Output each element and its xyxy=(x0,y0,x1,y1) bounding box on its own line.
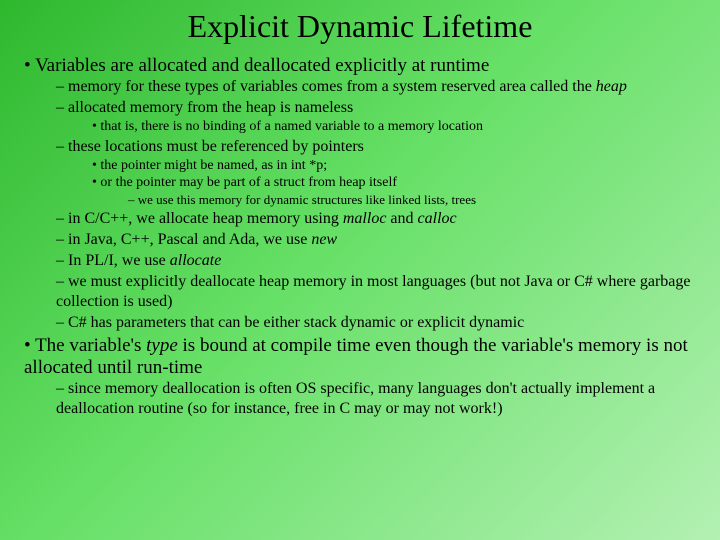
bullet-2a: since memory deallocation is often OS sp… xyxy=(56,379,720,419)
bullet-1c1: the pointer might be named, as in int *p… xyxy=(92,157,720,175)
bullet-1c2: or the pointer may be part of a struct f… xyxy=(92,174,720,208)
bullet-1: Variables are allocated and deallocated … xyxy=(24,55,720,333)
slide-title: Explicit Dynamic Lifetime xyxy=(0,8,720,45)
bullet-list: Variables are allocated and deallocated … xyxy=(0,55,720,419)
bullet-1d: in C/C++, we allocate heap memory using … xyxy=(56,209,720,229)
bullet-1c: these locations must be referenced by po… xyxy=(56,137,720,209)
bullet-1f: In PL/I, we use allocate xyxy=(56,251,720,271)
bullet-1c2a: we use this memory for dynamic structure… xyxy=(128,192,720,209)
bullet-1g: we must explicitly deallocate heap memor… xyxy=(56,272,720,312)
bullet-1h: C# has parameters that can be either sta… xyxy=(56,313,720,333)
bullet-1b1: that is, there is no binding of a named … xyxy=(92,118,720,136)
bullet-1a: memory for these types of variables come… xyxy=(56,77,720,97)
bullet-2: The variable's type is bound at compile … xyxy=(24,335,720,419)
bullet-1b: allocated memory from the heap is namele… xyxy=(56,98,720,136)
bullet-1e: in Java, C++, Pascal and Ada, we use new xyxy=(56,230,720,250)
